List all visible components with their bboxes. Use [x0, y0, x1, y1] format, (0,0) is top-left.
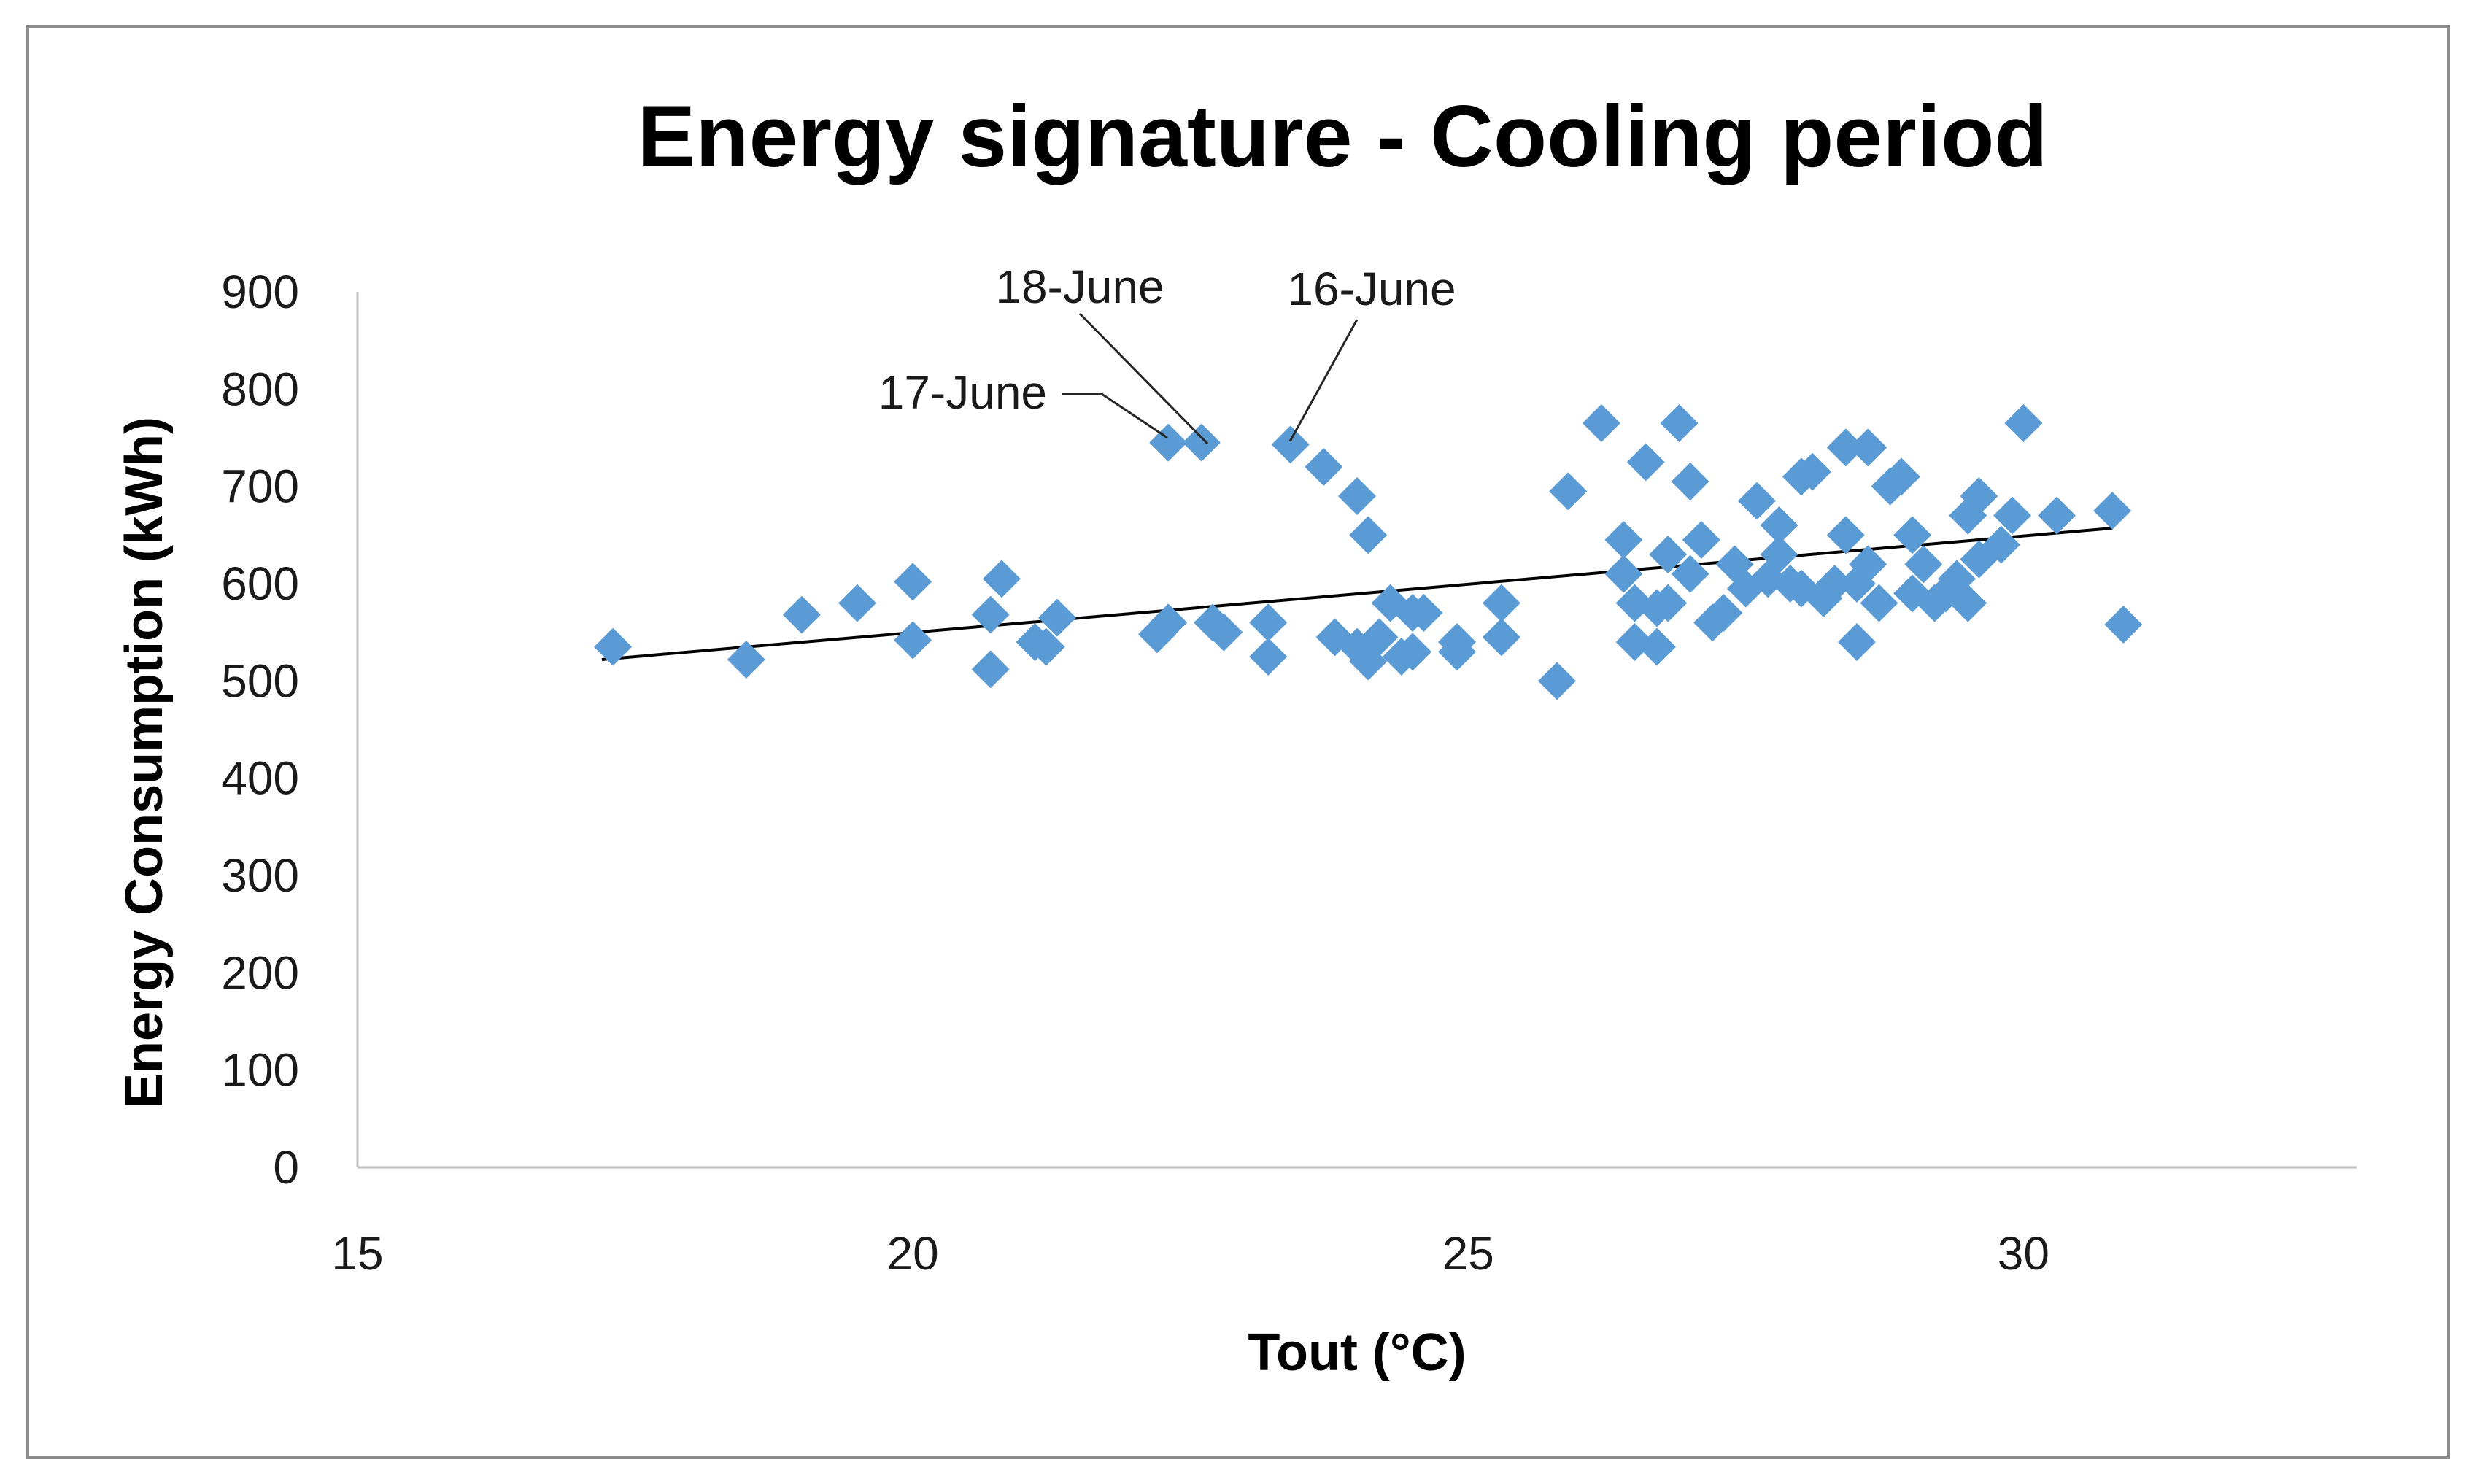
- data-point: [1182, 423, 1221, 462]
- data-point: [1960, 477, 1998, 515]
- data-point: [1360, 618, 1399, 657]
- y-tick-label: 600: [221, 557, 299, 610]
- data-point: [1826, 428, 1865, 467]
- annotation-leader-line: [1062, 393, 1168, 439]
- data-point: [782, 595, 821, 634]
- data-point: [1604, 521, 1643, 559]
- data-point: [1538, 662, 1576, 700]
- data-point: [594, 627, 633, 666]
- axes: [356, 292, 2357, 1169]
- data-point: [1649, 584, 1688, 622]
- annotation-leader-line: [1078, 312, 1209, 445]
- data-point: [1305, 448, 1343, 486]
- y-tick-label: 100: [221, 1044, 299, 1097]
- data-point: [1838, 623, 1876, 661]
- data-point: [1271, 425, 1310, 464]
- x-tick-label: 20: [887, 1227, 939, 1280]
- x-axis-title: Tout (°C): [1248, 1323, 1466, 1382]
- data-point: [1671, 463, 1709, 501]
- data-point: [894, 621, 932, 660]
- data-point: [1738, 482, 1776, 520]
- data-point: [971, 595, 1010, 634]
- y-axis-title: Energy Consumption (kWh): [115, 417, 174, 1108]
- data-point: [1904, 545, 1943, 584]
- data-point: [1849, 545, 1887, 584]
- y-tick-label: 400: [221, 752, 299, 805]
- data-point: [1438, 623, 1476, 661]
- data-point: [1826, 516, 1865, 554]
- data-point: [1404, 594, 1443, 632]
- data-point: [1626, 443, 1665, 482]
- data-point: [971, 650, 1010, 689]
- data-points: [594, 404, 2143, 700]
- data-point: [1849, 428, 1887, 467]
- data-point: [2038, 496, 2076, 535]
- data-point: [1205, 613, 1243, 652]
- data-point: [1349, 516, 1388, 554]
- x-tick-label: 30: [1998, 1227, 2049, 1280]
- trendline: [601, 527, 2113, 661]
- data-point: [1604, 554, 1643, 593]
- chart-title: Energy signature - Cooling period: [637, 88, 2047, 185]
- data-point: [2004, 404, 2043, 442]
- data-point: [1982, 525, 2020, 564]
- annotation-label: 18-June: [995, 260, 1164, 313]
- y-tick-label: 900: [221, 266, 299, 318]
- data-point: [1582, 404, 1620, 442]
- data-point: [1638, 627, 1676, 666]
- data-point: [1249, 638, 1288, 676]
- y-tick-label: 0: [273, 1141, 299, 1194]
- chart-frame: [26, 25, 2450, 1459]
- data-point: [1649, 536, 1688, 573]
- data-point: [1882, 457, 1920, 496]
- annotation-label: 16-June: [1287, 263, 1456, 315]
- x-tick-label: 25: [1442, 1227, 1494, 1280]
- data-point: [838, 584, 876, 622]
- x-tick-label: 15: [331, 1227, 383, 1280]
- data-point: [1249, 603, 1288, 642]
- data-point: [982, 560, 1021, 598]
- data-point: [1660, 404, 1699, 442]
- data-point: [1793, 452, 1832, 491]
- data-point: [1704, 594, 1743, 632]
- y-tick-label: 500: [221, 654, 299, 707]
- data-point: [1949, 584, 1987, 622]
- y-tick-label: 200: [221, 946, 299, 999]
- data-point: [1860, 584, 1898, 622]
- trendline-group: [601, 527, 2113, 661]
- data-point: [1549, 472, 1588, 511]
- x-axis-ticks: 15 20 25 30: [331, 1227, 2049, 1280]
- data-point: [894, 563, 932, 601]
- y-tick-label: 300: [221, 849, 299, 902]
- annotation-leader-line: [1288, 319, 1359, 442]
- data-point: [1338, 477, 1376, 515]
- data-point: [1671, 554, 1709, 593]
- data-point: [1482, 584, 1520, 622]
- data-point: [1760, 536, 1798, 573]
- data-point: [1893, 516, 1932, 554]
- annotation-label: 17-June: [878, 366, 1047, 419]
- data-point: [1760, 506, 1798, 544]
- data-point: [1038, 598, 1076, 637]
- data-point: [2104, 606, 2143, 644]
- y-tick-label: 700: [221, 460, 299, 513]
- data-point: [1027, 627, 1065, 666]
- data-point: [727, 641, 765, 679]
- data-point: [1993, 496, 2032, 535]
- data-point: [2093, 492, 2132, 530]
- data-point: [1394, 633, 1432, 671]
- data-point: [1682, 521, 1720, 559]
- y-tick-label: 800: [221, 363, 299, 415]
- annotations: 18-June 17-June 16-June: [878, 260, 1456, 445]
- data-point: [1149, 603, 1188, 642]
- y-axis-ticks: 0 100 200 300 400 500 600 700 800 900: [221, 266, 299, 1194]
- data-point: [1815, 565, 1854, 603]
- data-point: [1482, 618, 1520, 657]
